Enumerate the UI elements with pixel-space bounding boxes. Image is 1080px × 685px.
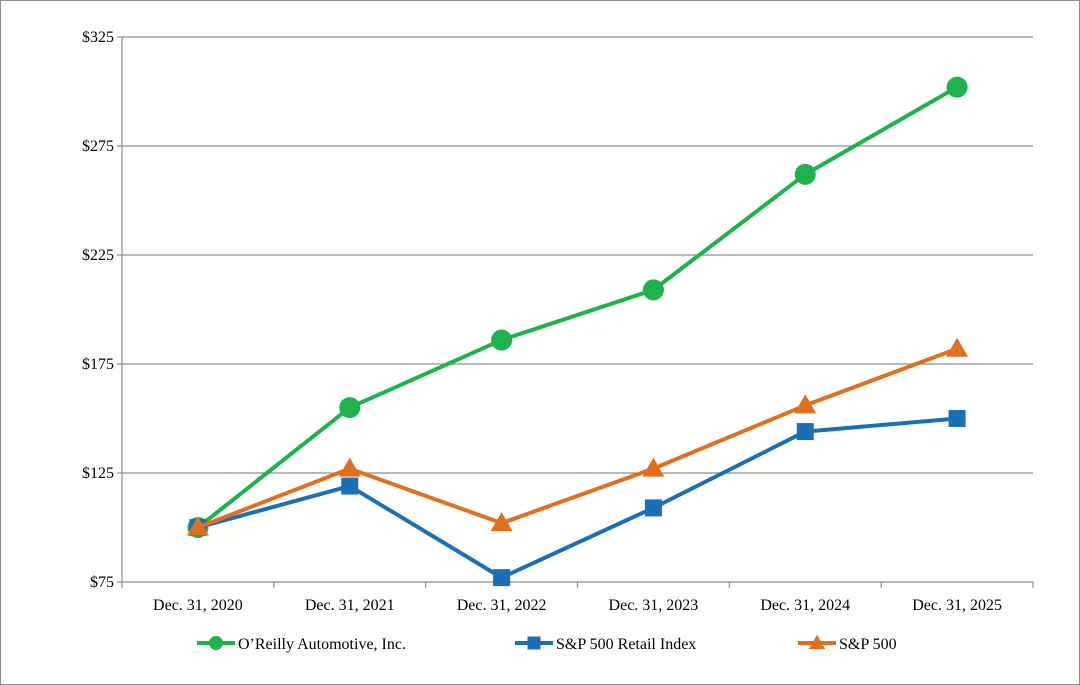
series-square-line-group <box>189 410 966 587</box>
series-triangle-line-group <box>186 337 969 536</box>
x-tick-label: Dec. 31, 2022 <box>457 597 547 614</box>
series-line <box>197 416 958 580</box>
legend-marker <box>808 634 826 649</box>
legend-label: S&P 500 <box>839 636 897 653</box>
data-point-marker <box>338 457 361 477</box>
data-point-marker <box>644 499 662 517</box>
x-tick-label: Dec. 31, 2023 <box>609 597 699 614</box>
legend-item: O’Reilly Automotive, Inc. <box>197 636 406 653</box>
data-point-marker <box>946 337 969 357</box>
x-tick-label: Dec. 31, 2024 <box>760 597 850 614</box>
y-tick-label: $225 <box>82 247 114 264</box>
data-point-marker <box>186 516 209 536</box>
series-line <box>196 85 959 530</box>
y-tick-label: $275 <box>82 138 114 155</box>
data-point-marker <box>796 423 814 441</box>
x-axis-tick-labels: Dec. 31, 2020 Dec. 31, 2021 Dec. 31, 2022 D… <box>153 597 1002 614</box>
data-point-marker <box>341 477 359 495</box>
data-point-marker <box>948 410 966 427</box>
y-tick-label: $125 <box>82 465 114 482</box>
data-point-marker <box>493 569 511 587</box>
legend-marker <box>209 636 223 650</box>
data-point-marker <box>946 76 968 98</box>
data-point-marker <box>794 394 817 414</box>
y-axis-tick-labels: $75 $125 $175 $225 $275 $325 <box>82 29 114 591</box>
x-tick-label: Dec. 31, 2021 <box>305 597 395 614</box>
y-tick-label: $75 <box>90 574 114 591</box>
legend-marker <box>527 636 541 650</box>
data-point-marker <box>642 279 664 301</box>
legend-item: S&P 500 <box>798 634 897 653</box>
legend: O’Reilly Automotive, Inc. S&P 500 Retail … <box>197 634 897 653</box>
data-point-marker <box>490 512 513 532</box>
legend-item: S&P 500 Retail Index <box>515 636 696 653</box>
data-point-marker <box>491 329 513 351</box>
y-tick-label: $325 <box>82 29 114 46</box>
legend-label: O’Reilly Automotive, Inc. <box>238 636 406 653</box>
x-tick-label: Dec. 31, 2025 <box>912 597 1002 614</box>
data-point-marker <box>794 163 816 185</box>
series-lines <box>186 76 969 587</box>
axes <box>117 36 1034 588</box>
data-point-marker <box>339 397 361 419</box>
y-tick-label: $175 <box>82 356 114 373</box>
legend-label: S&P 500 Retail Index <box>556 636 696 653</box>
data-point-marker <box>642 457 665 477</box>
x-tick-label: Dec. 31, 2020 <box>153 597 243 614</box>
series-line <box>197 346 958 530</box>
gridlines <box>122 36 1033 474</box>
